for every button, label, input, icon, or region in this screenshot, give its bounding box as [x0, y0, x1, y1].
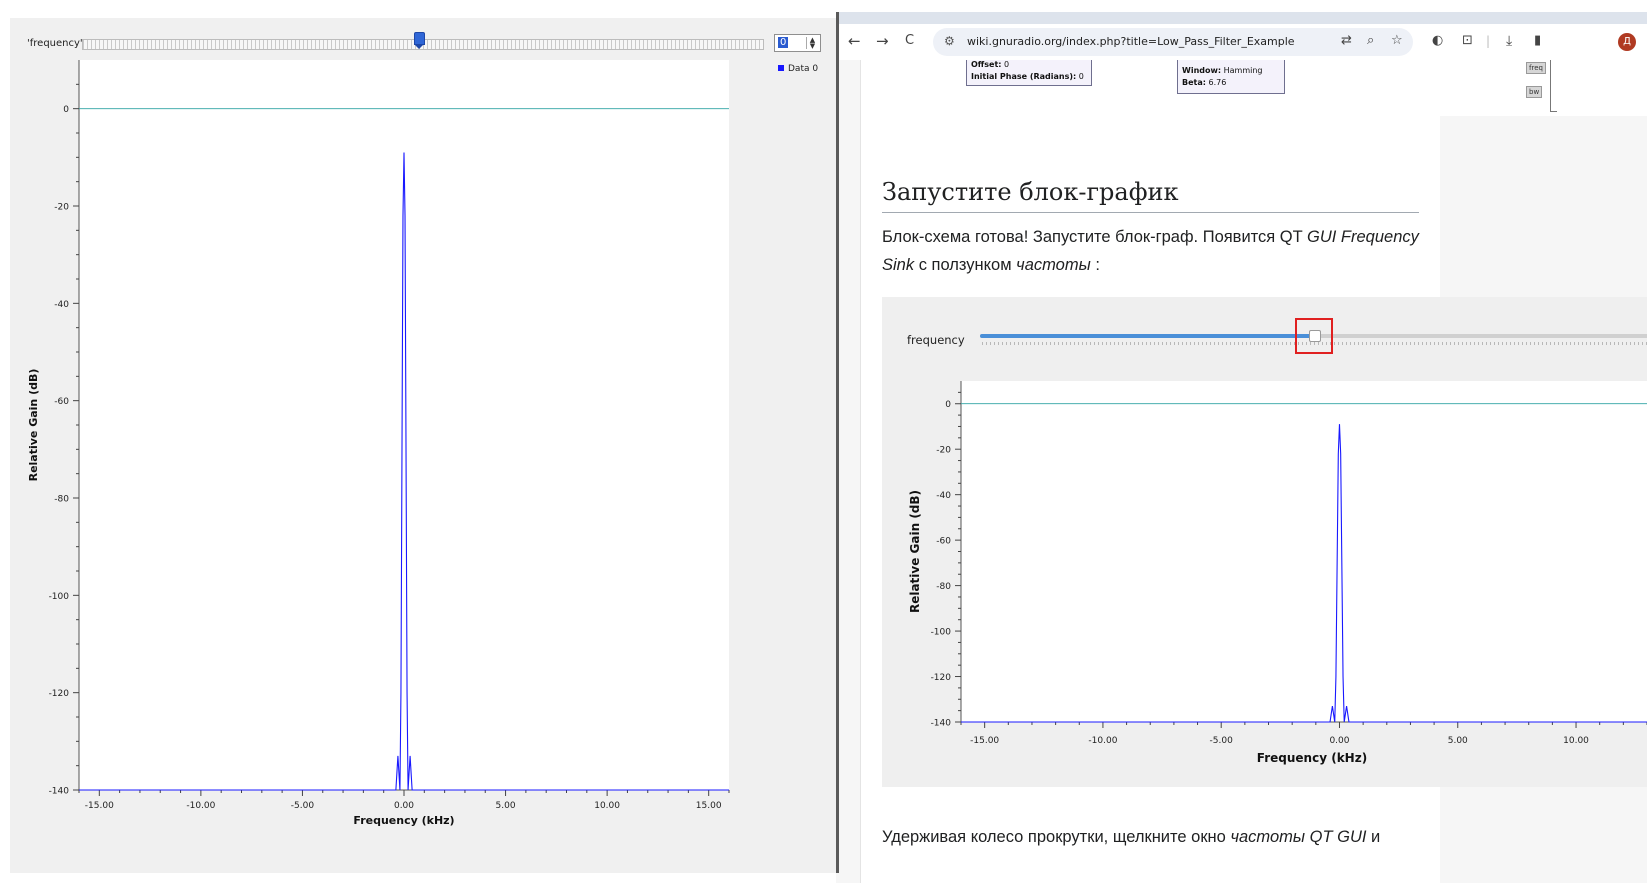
qt-chart-x-tick-label: -5.00	[291, 801, 315, 811]
frequency-spinbox[interactable]: 0 ▲ ▼	[774, 34, 821, 52]
url-text[interactable]: wiki.gnuradio.org/index.php?title=Low_Pa…	[967, 35, 1295, 48]
chip-bw: bw	[1526, 86, 1543, 98]
article-paragraph: Блок-схема готова! Запустите блок-граф. …	[882, 223, 1422, 279]
qt-chart-y-tick-label: -60	[54, 397, 69, 407]
puzzle-icon[interactable]: ⊡	[1462, 33, 1473, 48]
page-left-gutter	[836, 60, 861, 883]
para-italic-2: частоты	[1016, 256, 1091, 274]
translate-icon[interactable]: ⇄	[1341, 33, 1352, 48]
bottom-paragraph: Удерживая колесо прокрутки, щелкните окн…	[882, 828, 1380, 847]
block-low-pass-filter: Window: Hamming Beta: 6.76	[1177, 60, 1285, 94]
frequency-slider-handle[interactable]	[414, 32, 425, 49]
bottom-text-1: Удерживая колесо прокрутки, щелкните окн…	[882, 828, 1231, 846]
para-italic-1: GUI Frequency Sink	[882, 228, 1419, 274]
legend-swatch	[778, 65, 784, 71]
embed-chart-y-tick-label: -100	[931, 628, 952, 638]
qt-chart-x-tick-label: -10.00	[186, 801, 215, 811]
bottom-italic: частоты QT GUI	[1230, 828, 1367, 846]
forward-button[interactable]: →	[876, 32, 889, 50]
toolbar-separator: |	[1486, 34, 1491, 48]
embed-chart-series-0-line	[961, 424, 1647, 723]
star-icon[interactable]: ☆	[1391, 33, 1403, 48]
embed-slider-fill	[980, 334, 1320, 338]
embed-chart-plot-area	[961, 381, 1647, 722]
site-settings-icon[interactable]: ⚙	[944, 34, 955, 48]
spinbox-value: 0	[778, 37, 789, 48]
qt-chart-x-tick-label: 15.00	[696, 801, 722, 811]
embed-chart-y-tick-label: -40	[936, 491, 951, 501]
block1-key2: Initial Phase (Radians):	[971, 72, 1077, 81]
embed-chart-y-tick-label: -140	[931, 719, 952, 729]
chip-freq: freq	[1526, 62, 1546, 74]
qt-chart-x-tick-label: 0.00	[394, 801, 414, 811]
zoom-icon[interactable]: ⌕	[1367, 33, 1375, 48]
qt-chart-y-tick-label: -40	[54, 300, 69, 310]
embed-chart-x-tick-label: -5.00	[1210, 736, 1234, 746]
bottom-text-2: и	[1366, 828, 1381, 846]
embed-chart-x-tick-label: 10.00	[1563, 736, 1589, 746]
qt-chart-y-axis-label: Relative Gain (dB)	[27, 369, 40, 482]
embed-slider-ticks	[982, 342, 1647, 345]
embed-chart-y-tick-label: 0	[945, 400, 951, 410]
qt-chart-y-tick-label: -20	[54, 203, 69, 213]
profile-avatar[interactable]: Д	[1618, 33, 1636, 51]
heading-rule	[882, 212, 1419, 213]
qt-chart-y-tick-label: 0	[63, 105, 69, 115]
block1-key1: Offset:	[971, 60, 1002, 69]
block2-val2: 6.76	[1205, 78, 1227, 87]
tab-strip	[836, 12, 1647, 24]
embedded-screenshot: frequency 0 -20 -40 -60 -80 -100 -120 -140 -15.0…	[882, 297, 1647, 787]
embed-chart-x-tick-label: -15.00	[970, 736, 999, 746]
qt-chart-x-axis-label: Frequency (kHz)	[353, 814, 454, 827]
extension-icon[interactable]: ◐	[1432, 33, 1444, 48]
qt-chart-x-tick-label: 5.00	[496, 801, 516, 811]
browser-window: ← → C ⚙ wiki.gnuradio.org/index.php?titl…	[836, 12, 1647, 883]
window-divider	[836, 12, 839, 873]
embed-chart-y-tick-label: -60	[936, 537, 951, 547]
embed-chart-y-axis-label: Relative Gain (dB)	[908, 490, 922, 613]
legend[interactable]: Data 0	[778, 64, 818, 74]
download-icon[interactable]: ⤓	[1506, 33, 1513, 49]
block2-key1: Window:	[1182, 66, 1222, 75]
qt-chart-y-tick-label: -100	[49, 592, 70, 602]
red-highlight-box	[1295, 318, 1333, 354]
address-bar[interactable]: ⚙ wiki.gnuradio.org/index.php?title=Low_…	[933, 28, 1413, 56]
sidepanel-icon[interactable]: ▮	[1534, 33, 1542, 48]
web-page: Offset: 0 Initial Phase (Radians): 0 Win…	[836, 60, 1647, 883]
embed-slider-label: frequency	[907, 333, 965, 347]
block1-val1: 0	[1001, 60, 1010, 69]
para-text-3: :	[1090, 256, 1100, 274]
block-edge	[1550, 60, 1557, 112]
embed-chart-x-axis-label: Frequency (kHz)	[1257, 751, 1367, 765]
block-signal-source: Offset: 0 Initial Phase (Radians): 0	[966, 60, 1092, 86]
qt-chart-series-0-line	[79, 152, 729, 791]
browser-toolbar: ← → C ⚙ wiki.gnuradio.org/index.php?titl…	[836, 24, 1647, 60]
qt-gui-window: 'frequency' 0 ▲ ▼ Data 0 0 -20 -40 -60 -80 -10…	[10, 18, 836, 873]
block2-val1: Hamming	[1221, 66, 1263, 75]
embed-chart-y-tick-label: -80	[936, 582, 951, 592]
para-text-1: Блок-схема готова! Запустите блок-граф. …	[882, 228, 1308, 246]
spin-arrows-icon[interactable]: ▲ ▼	[806, 37, 818, 50]
embed-frequency-chart: 0 -20 -40 -60 -80 -100 -120 -140 -15.00 -10.00 -5.…	[908, 381, 1647, 765]
block1-val2: 0	[1076, 72, 1084, 81]
embed-chart-y-tick-label: -120	[931, 673, 952, 683]
qt-frequency-chart: 0 -20 -40 -60 -80 -100 -120 -140 -15.00 -10.00 -5.…	[27, 60, 730, 827]
embed-chart-x-tick-label: -10.00	[1088, 736, 1117, 746]
section-heading: Запустите блок-график	[882, 178, 1179, 206]
embed-chart-y-tick-label: -20	[936, 446, 951, 456]
back-button[interactable]: ←	[848, 32, 861, 50]
qt-chart-x-tick-label: 10.00	[594, 801, 620, 811]
qt-chart-x-tick-label: -15.00	[85, 801, 114, 811]
legend-label: Data 0	[788, 64, 819, 74]
qt-chart-y-tick-label: -140	[49, 787, 70, 797]
reload-button[interactable]: C	[905, 33, 915, 48]
embed-chart-x-tick-label: 0.00	[1329, 736, 1349, 746]
embed-slider-knob	[1309, 330, 1321, 342]
qt-chart-y-tick-label: -80	[54, 495, 69, 505]
para-text-2: с ползунком	[914, 256, 1017, 274]
frequency-slider-label: 'frequency'	[27, 38, 83, 49]
qt-chart-y-tick-label: -120	[49, 689, 70, 699]
block2-key2: Beta:	[1182, 78, 1206, 87]
embed-chart-x-tick-label: 5.00	[1448, 736, 1468, 746]
